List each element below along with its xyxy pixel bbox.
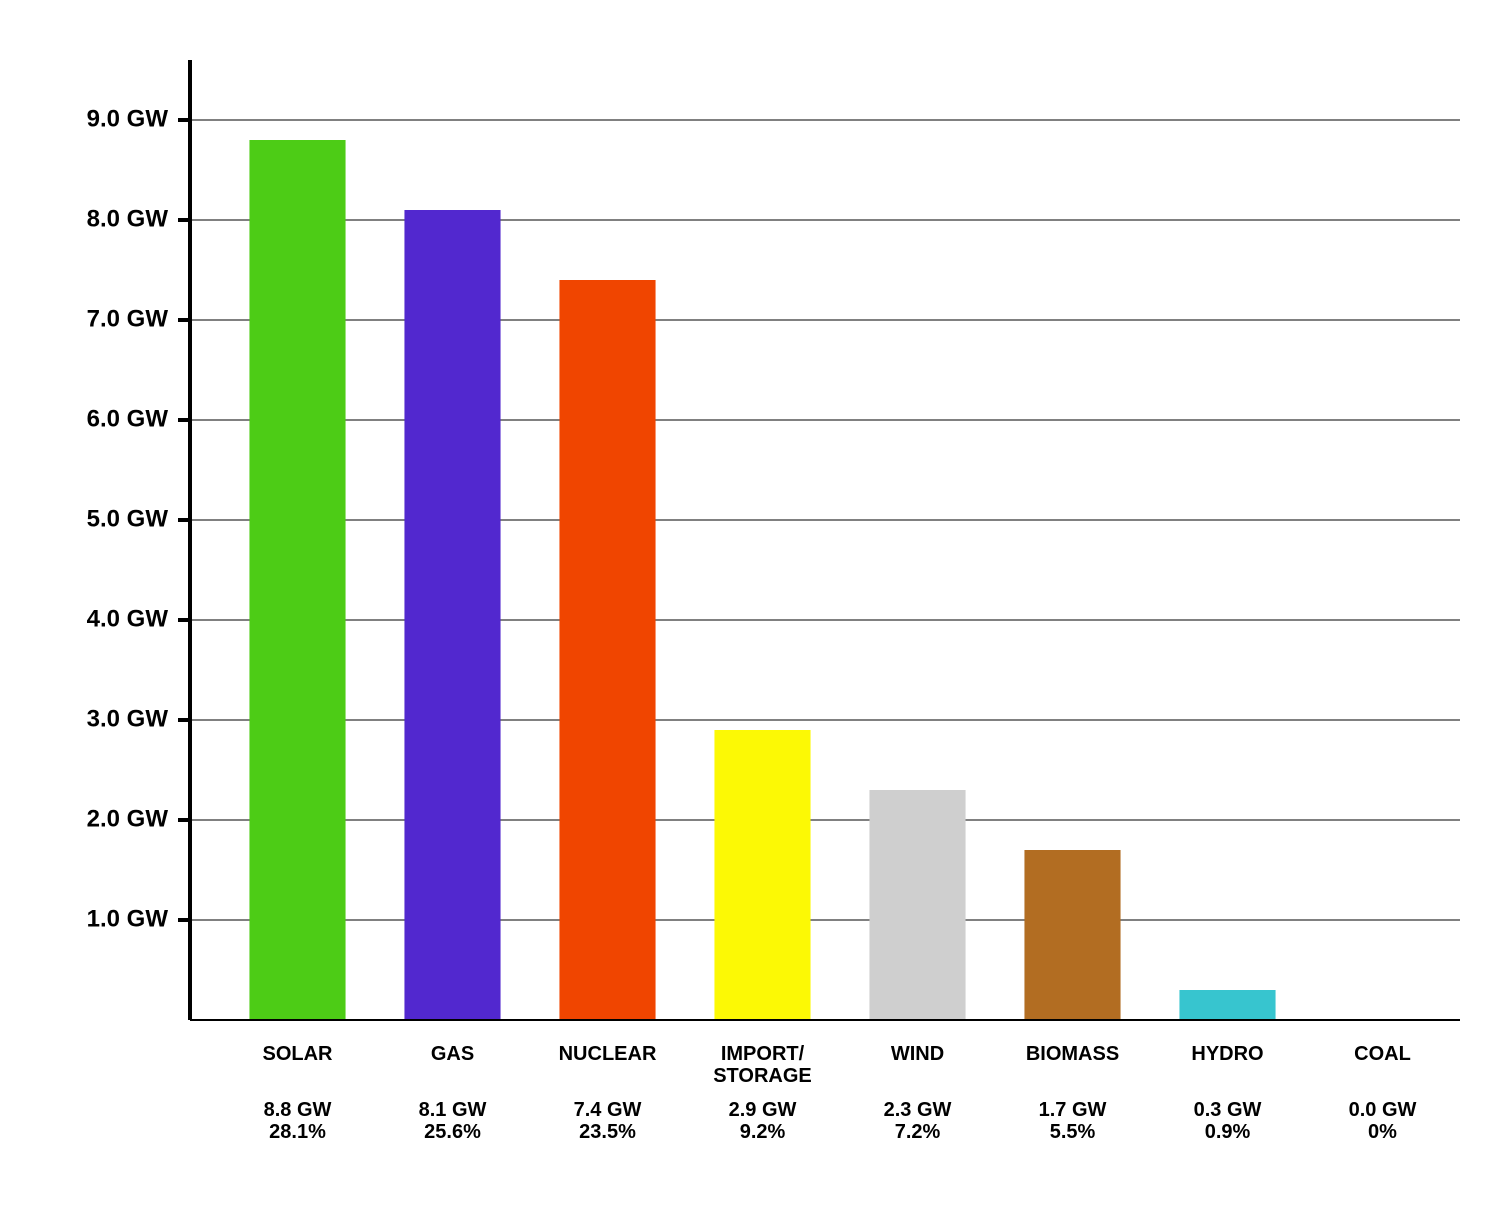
x-value-gw: 7.4 GW [574, 1099, 642, 1121]
y-tick-label: 3.0 GW [87, 705, 169, 732]
x-value-gw: 2.9 GW [729, 1099, 797, 1121]
y-tick-label: 1.0 GW [87, 905, 169, 932]
x-label: WIND [891, 1043, 944, 1065]
y-tick-label: 4.0 GW [87, 605, 169, 632]
x-value-pct: 25.6% [424, 1121, 481, 1143]
x-label: SOLAR [263, 1043, 334, 1065]
chart-container: 1.0 GW 2.0 GW 3.0 GW 4.0 GW 5.0 GW 6.0 GW 7.0 … [0, 0, 1500, 1211]
y-tick-label: 8.0 GW [87, 205, 169, 232]
x-label: BIOMASS [1026, 1043, 1119, 1065]
bar-import-storage [714, 730, 810, 1020]
x-value-pct: 23.5% [579, 1121, 636, 1143]
bar-nuclear [559, 280, 655, 1020]
y-tick-label: 6.0 GW [87, 405, 169, 432]
x-value-pct: 28.1% [269, 1121, 326, 1143]
x-value-pct: 9.2% [740, 1121, 786, 1143]
bar-solar [249, 140, 345, 1020]
bar-biomass [1024, 850, 1120, 1020]
x-label: STORAGE [713, 1065, 812, 1087]
x-value-pct: 0.9% [1205, 1121, 1251, 1143]
y-tick-label: 9.0 GW [87, 105, 169, 132]
x-label: HYDRO [1191, 1043, 1263, 1065]
y-tick-label: 7.0 GW [87, 305, 169, 332]
y-tick-label: 5.0 GW [87, 505, 169, 532]
y-tick-label: 2.0 GW [87, 805, 169, 832]
energy-bar-chart: 1.0 GW 2.0 GW 3.0 GW 4.0 GW 5.0 GW 6.0 GW 7.0 … [0, 0, 1500, 1211]
bar-hydro [1179, 990, 1275, 1020]
x-value-gw: 2.3 GW [884, 1099, 952, 1121]
bar-wind [869, 790, 965, 1020]
x-label: NUCLEAR [559, 1043, 657, 1065]
x-value-gw: 0.0 GW [1349, 1099, 1417, 1121]
x-value-gw: 8.8 GW [264, 1099, 332, 1121]
x-value-gw: 1.7 GW [1039, 1099, 1107, 1121]
x-value-pct: 7.2% [895, 1121, 941, 1143]
x-label: IMPORT/ [721, 1043, 805, 1065]
x-value-pct: 0% [1368, 1121, 1397, 1143]
x-value-pct: 5.5% [1050, 1121, 1096, 1143]
bar-gas [404, 210, 500, 1020]
x-value-gw: 8.1 GW [419, 1099, 487, 1121]
x-label: GAS [431, 1043, 474, 1065]
x-value-gw: 0.3 GW [1194, 1099, 1262, 1121]
x-label: COAL [1354, 1043, 1411, 1065]
chart-background [0, 0, 1500, 1211]
